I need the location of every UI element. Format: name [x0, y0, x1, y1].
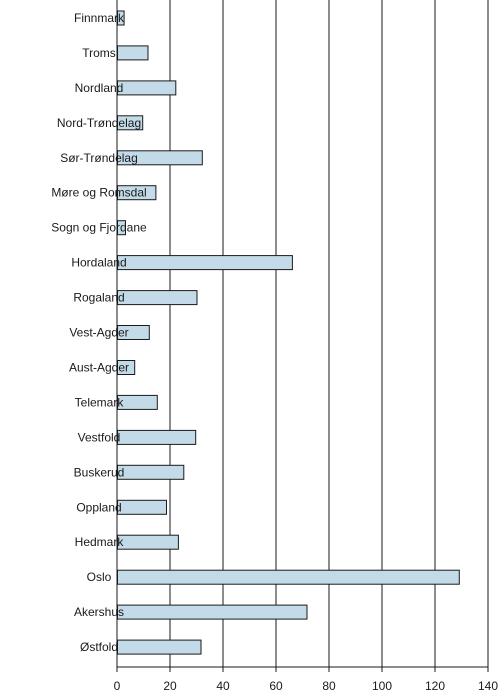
- bars: [117, 10, 460, 655]
- bar: [117, 429, 197, 445]
- category-label: Østfold: [80, 640, 118, 654]
- bar: [117, 639, 202, 655]
- category-label: Vest-Agder: [69, 326, 128, 340]
- tick-label: 120: [425, 679, 445, 693]
- category-label: Hedmark: [75, 535, 125, 549]
- category-label: Vestfold: [78, 430, 121, 444]
- bar: [117, 569, 460, 585]
- tick-label: 80: [322, 679, 336, 693]
- category-label: Oslo: [87, 570, 112, 584]
- category-label: Oppland: [76, 500, 121, 514]
- category-label: Telemark: [75, 395, 125, 409]
- bar: [117, 394, 158, 410]
- x-axis: [116, 0, 489, 672]
- category-label: Akershus: [74, 605, 124, 619]
- tick-label: 140: [478, 679, 498, 693]
- bar: [117, 45, 149, 61]
- bar: [117, 255, 293, 271]
- bar: [117, 80, 177, 96]
- category-labels: Finnmark Troms Nordland Nord-Trøndelag Sør-T…: [51, 11, 147, 654]
- category-label: Troms: [82, 46, 116, 60]
- category-label: Finnmark: [74, 11, 125, 25]
- category-label: Buskerud: [74, 465, 125, 479]
- bar: [117, 464, 185, 480]
- bar: [117, 290, 198, 306]
- category-label: Møre og Romsdal: [51, 186, 146, 200]
- category-label: Aust-Agder: [69, 361, 129, 375]
- category-label: Hordaland: [71, 256, 126, 270]
- category-label: Rogaland: [73, 291, 124, 305]
- tick-label: 0: [114, 679, 121, 693]
- category-label: Nordland: [75, 81, 124, 95]
- category-label: Nord-Trøndelag: [57, 116, 141, 130]
- bar: [117, 499, 167, 515]
- bar: [117, 604, 308, 620]
- tick-labels: 0 20 40 60 80 100 120 140: [114, 679, 499, 693]
- tick-label: 40: [216, 679, 230, 693]
- category-label: Sogn og Fjordane: [51, 221, 147, 235]
- bar: [117, 534, 179, 550]
- grid-lines: [169, 0, 489, 667]
- tick-label: 20: [163, 679, 177, 693]
- category-label: Sør-Trøndelag: [60, 151, 138, 165]
- tick-label: 60: [269, 679, 283, 693]
- tick-label: 100: [372, 679, 392, 693]
